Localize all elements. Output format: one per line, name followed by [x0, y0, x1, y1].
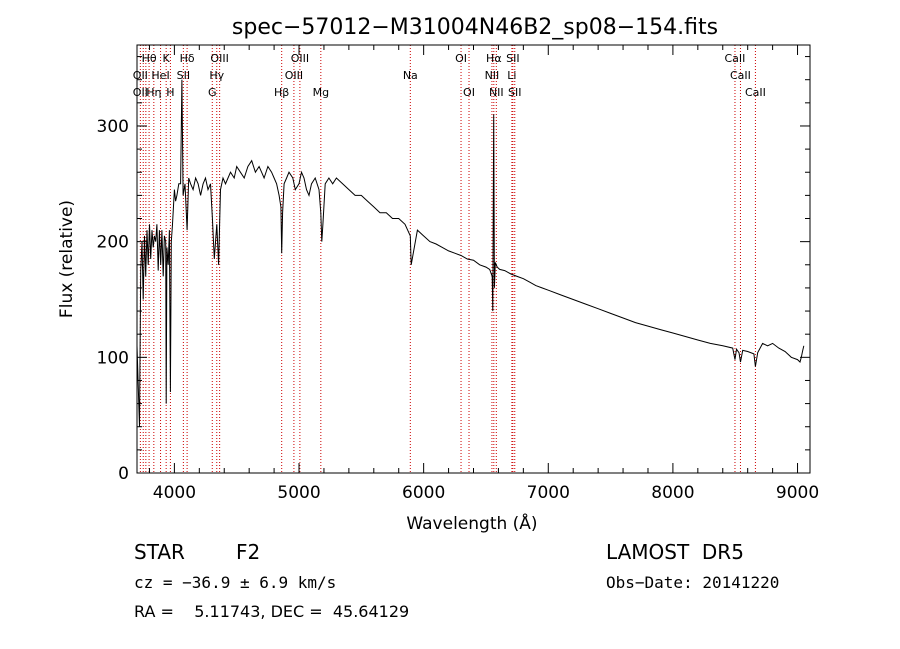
redshift-cz: cz = −36.9 ± 6.9 km/s	[134, 573, 337, 592]
line-label: CaII	[725, 52, 746, 65]
line-label: NII	[485, 69, 500, 82]
ra-dec-coordinates: RA = 5.11743, DEC = 45.64129	[134, 602, 410, 621]
x-tick-label: 9000	[776, 483, 819, 503]
x-axis-label: Wavelength (Å)	[406, 512, 537, 534]
survey-name: LAMOST DR5	[606, 540, 744, 564]
line-label: CaII	[730, 69, 751, 82]
y-tick-label: 200	[97, 233, 129, 253]
line-label: CaII	[745, 86, 766, 99]
line-label: K	[163, 52, 171, 65]
line-label: OI	[463, 86, 475, 99]
line-label: Hγ	[209, 69, 224, 82]
line-label: H	[166, 86, 174, 99]
line-label: OIII	[210, 52, 228, 65]
y-tick-label: 0	[118, 464, 129, 484]
observation-date: Obs−Date: 20141220	[606, 573, 780, 592]
y-tick-label: 100	[97, 348, 129, 368]
x-tick-label: 7000	[527, 483, 570, 503]
line-label: Hθ	[142, 52, 157, 65]
line-label: Hβ	[274, 86, 289, 99]
plot-frame	[136, 44, 811, 474]
line-label: Mg	[313, 86, 329, 99]
x-tick-label: 4000	[153, 483, 196, 503]
line-label: SII	[177, 69, 190, 82]
x-axis-ticks: 4000 5000 6000 7000 8000 9000	[148, 45, 819, 503]
line-label: G	[208, 86, 217, 99]
object-subclass: F2	[236, 540, 261, 564]
line-label: NII	[489, 86, 504, 99]
x-tick-label: 8000	[651, 483, 694, 503]
y-tick-label: 300	[97, 117, 129, 137]
spectrum-line	[136, 79, 805, 427]
line-label: Hη	[146, 86, 161, 99]
object-class: STAR	[134, 540, 185, 564]
x-tick-label: 5000	[277, 483, 320, 503]
line-label: Hα	[486, 52, 502, 65]
line-label: OIII	[285, 69, 303, 82]
line-label: OI	[455, 52, 467, 65]
x-tick-label: 6000	[402, 483, 445, 503]
line-label: OIII	[291, 52, 309, 65]
y-axis-label: Flux (relative)	[57, 200, 77, 318]
line-label: SII	[506, 52, 519, 65]
chart-title: spec−57012−M31004N46B2_sp08−154.fits	[232, 15, 718, 40]
line-label: Na	[403, 69, 418, 82]
line-label: SII	[508, 86, 521, 99]
y-axis-ticks: 0 100 200 300	[97, 56, 810, 484]
emission-line-markers	[139, 45, 756, 473]
line-label: Hδ	[180, 52, 195, 65]
line-label: Li	[507, 69, 516, 82]
line-label: HeI	[151, 69, 169, 82]
